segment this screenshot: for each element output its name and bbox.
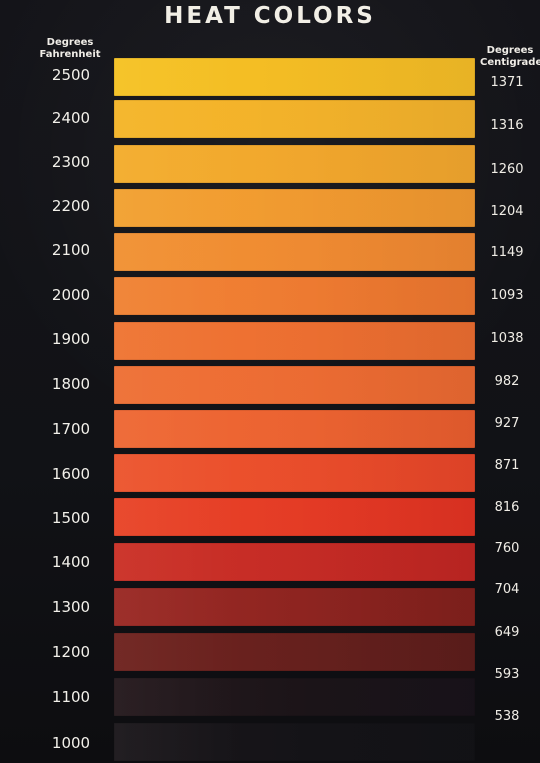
heat-color-band (114, 145, 475, 183)
centigrade-label: 1260 (490, 162, 524, 177)
centigrade-label: 538 (494, 709, 520, 724)
fahrenheit-label: 1600 (51, 465, 91, 483)
centigrade-heading-line1: Degrees (486, 45, 534, 56)
fahrenheit-label: 2500 (51, 66, 91, 84)
heat-color-band (114, 543, 475, 581)
centigrade-label: 1093 (490, 288, 524, 303)
fahrenheit-label: 1300 (51, 598, 91, 616)
page-title: HEAT COLORS (164, 3, 376, 29)
heat-color-band (114, 454, 475, 492)
centigrade-label: 871 (494, 458, 520, 473)
centigrade-label: 1371 (490, 75, 524, 90)
fahrenheit-heading: Degrees Fahrenheit (34, 37, 106, 61)
fahrenheit-heading-line2: Fahrenheit (39, 49, 101, 60)
fahrenheit-label: 1200 (51, 643, 91, 661)
heat-color-band (114, 189, 475, 227)
fahrenheit-label: 2100 (51, 241, 91, 259)
fahrenheit-label: 1000 (51, 734, 91, 752)
centigrade-label: 982 (494, 374, 520, 389)
centigrade-label: 1038 (490, 331, 524, 346)
centigrade-label: 1316 (490, 118, 524, 133)
fahrenheit-label: 2000 (51, 286, 91, 304)
fahrenheit-label: 1800 (51, 375, 91, 393)
centigrade-label: 816 (494, 500, 520, 515)
fahrenheit-label: 2300 (51, 153, 91, 171)
centigrade-label: 1204 (490, 204, 524, 219)
heat-color-band (114, 58, 475, 96)
heat-color-band (114, 678, 475, 716)
heat-color-band (114, 723, 475, 761)
centigrade-label: 649 (494, 625, 520, 640)
centigrade-heading: Degrees Centigrade (480, 45, 540, 69)
heat-color-band (114, 277, 475, 315)
heat-color-band (114, 410, 475, 448)
fahrenheit-label: 1100 (51, 688, 91, 706)
fahrenheit-heading-line1: Degrees (46, 37, 94, 48)
fahrenheit-label: 2400 (51, 109, 91, 127)
centigrade-label: 593 (494, 667, 520, 682)
heat-color-band (114, 233, 475, 271)
heat-color-band (114, 322, 475, 360)
heat-color-band (114, 498, 475, 536)
fahrenheit-label: 1400 (51, 553, 91, 571)
centigrade-heading-line2: Centigrade (480, 57, 540, 68)
heat-color-band (114, 366, 475, 404)
heat-color-band (114, 588, 475, 626)
heat-color-band (114, 633, 475, 671)
centigrade-label: 1149 (490, 245, 524, 260)
centigrade-label: 927 (494, 416, 520, 431)
fahrenheit-label: 1700 (51, 420, 91, 438)
centigrade-label: 760 (494, 541, 520, 556)
centigrade-label: 704 (494, 582, 520, 597)
fahrenheit-label: 1500 (51, 509, 91, 527)
heat-color-band (114, 100, 475, 138)
fahrenheit-label: 1900 (51, 330, 91, 348)
fahrenheit-label: 2200 (51, 197, 91, 215)
